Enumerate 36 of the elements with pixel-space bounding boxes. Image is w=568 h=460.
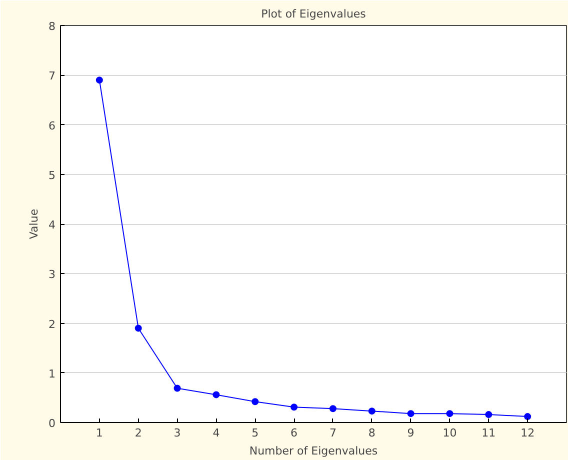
x-tick-label: 1: [96, 426, 103, 440]
point: [524, 413, 532, 420]
x-tick-label: 8: [368, 426, 376, 440]
y-tick-label: 1: [48, 367, 56, 380]
x-tick-label: 2: [134, 426, 142, 440]
x-tick-label: 5: [252, 426, 259, 440]
x-tick-label: 10: [442, 426, 457, 440]
chart-title: Plot of Eigenvalues: [261, 8, 366, 20]
point: [212, 391, 220, 398]
y-tick-label: 7: [48, 70, 56, 83]
y-tick-label: 6: [48, 119, 56, 132]
point: [290, 404, 298, 411]
x-tick-label: 11: [482, 426, 496, 440]
x-axis-title: Number of Eigenvalues: [249, 444, 378, 458]
point: [96, 76, 103, 84]
x-tick-label: 4: [212, 426, 220, 440]
point: [368, 408, 376, 415]
y-axis-title: Value: [28, 208, 40, 240]
x-tick-label: 6: [290, 426, 298, 440]
y-tick-label: 2: [48, 318, 56, 331]
y-tick-label: 5: [48, 168, 56, 182]
y-tick-label: 8: [48, 20, 56, 33]
y-tick-label: 0: [48, 417, 56, 430]
point: [174, 384, 181, 392]
point: [407, 410, 414, 418]
x-tick-label: 3: [174, 426, 181, 440]
x-tick-label: 7: [329, 426, 336, 440]
y-tick-label: 4: [48, 218, 56, 232]
point: [134, 324, 142, 332]
y-tick-label: 3: [48, 268, 56, 282]
point: [329, 405, 336, 412]
point: [446, 410, 454, 418]
point: [485, 411, 492, 418]
point: [252, 398, 259, 406]
x-tick-label: 9: [407, 426, 414, 440]
x-tick-label: 12: [520, 426, 535, 440]
